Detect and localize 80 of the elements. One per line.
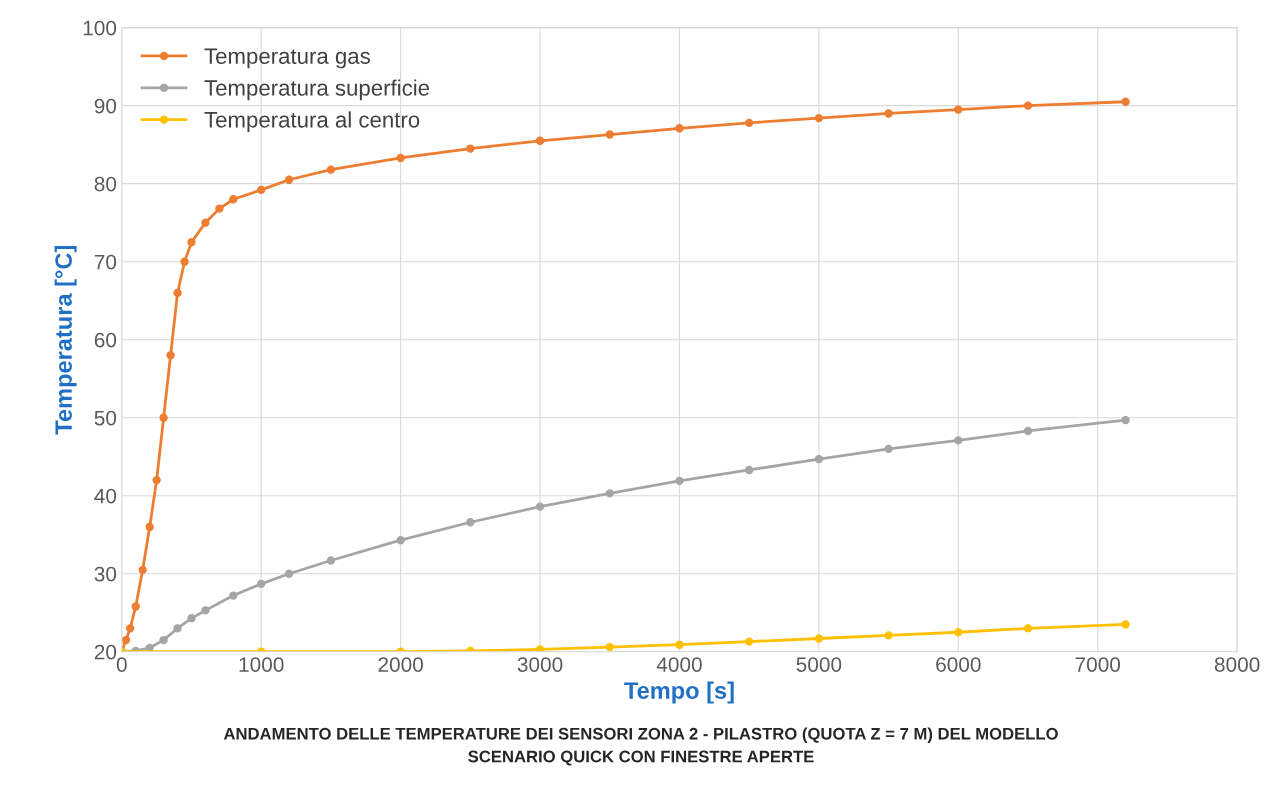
y-axis-title: Temperatura [°C] [54,245,77,435]
point [605,489,614,498]
point [173,624,182,633]
point [535,502,545,511]
point [884,444,893,454]
point [1023,426,1033,436]
point [1121,97,1130,106]
point [745,118,754,127]
point [166,351,175,360]
y-tick-label: 70 [94,254,117,270]
point [121,635,131,645]
y-tick-label: 30 [94,566,117,582]
point [675,476,684,486]
point [884,109,893,118]
point [396,153,405,163]
point [396,536,405,545]
point [1023,101,1033,110]
point [257,579,266,589]
point [201,218,210,227]
point [884,631,893,640]
point [1121,620,1130,629]
point [131,602,140,611]
point [535,136,545,145]
point [159,413,168,422]
point [201,606,210,615]
point [229,195,238,204]
y-tick-label: 80 [94,176,117,192]
point [954,436,963,445]
point [125,624,135,633]
point [814,634,824,643]
point [1121,415,1130,425]
point [814,113,824,123]
point [180,257,189,266]
x-tick-label: 7000 [1075,657,1121,672]
point [954,628,963,637]
point [187,614,196,623]
point [326,165,336,174]
point [152,475,161,485]
point [745,465,754,475]
text: ANDAMENTO DELLE TEMPERATURE DEI SENSORI ZONA 2 - PILASTRO (QUOTA Z = 7 M) DEL MODELLO SCENARIO QUICK CON FINESTRE APERTE [223,727,1058,766]
point [284,175,294,184]
point [466,518,475,527]
y-tick-label: 40 [94,488,117,504]
point [159,635,168,645]
point [814,454,824,464]
point [675,640,684,649]
point [675,124,684,133]
point [138,565,147,575]
point [229,591,238,600]
x-tick-label: 0 [116,657,127,672]
point [257,185,266,195]
x-axis-title: Tempo [s] [624,681,734,704]
x-tick-label: 3000 [517,657,563,672]
x-tick-label: 5000 [796,657,842,672]
x-tick-label: 8000 [1214,657,1260,672]
point [605,642,614,652]
x-tick-label: 2000 [378,657,423,672]
legend-label: Temperatura gas [204,48,370,69]
point [954,105,963,114]
point [215,204,224,213]
x-tick-label: 4000 [656,657,702,672]
y-tick-label: 100 [83,20,117,36]
y-tick-label: 50 [94,410,117,426]
legend-label: Temperatura al centro [204,111,420,133]
point [145,522,154,532]
point [326,556,336,565]
y-tick-label: 90 [94,98,117,114]
y-tick-label: 60 [94,332,117,348]
point [466,144,475,153]
point [187,238,196,247]
point [535,645,545,652]
point [173,288,182,298]
x-tick-label: 6000 [936,657,981,672]
x-tick-label: 1000 [239,657,284,672]
point [284,569,294,578]
legend-label: Temperatura superficie [204,79,430,101]
y-tick-label: 20 [94,644,117,660]
point [605,130,614,139]
point [745,637,754,646]
point [1023,624,1033,633]
